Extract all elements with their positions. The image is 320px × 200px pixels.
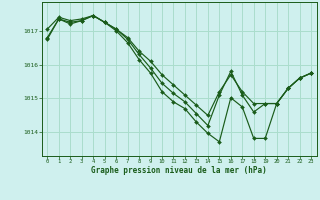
X-axis label: Graphe pression niveau de la mer (hPa): Graphe pression niveau de la mer (hPa)	[91, 166, 267, 175]
